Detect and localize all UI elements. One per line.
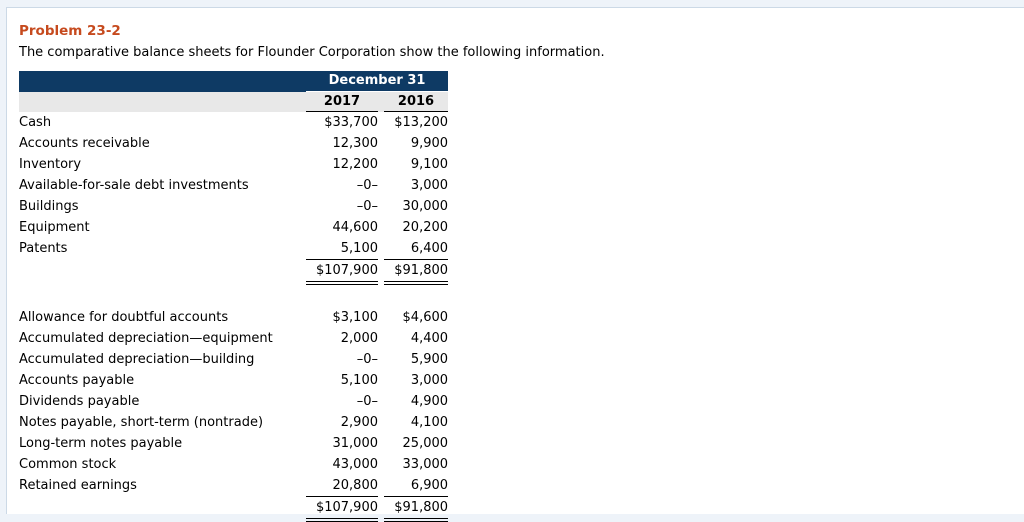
value-2017: 5,100 (306, 238, 378, 259)
total-spacer (19, 259, 306, 285)
section-total-row: $107,900 $91,800 (19, 496, 448, 522)
value-2016: 4,400 (384, 328, 448, 349)
table-row: Retained earnings 20,800 6,900 (19, 475, 448, 496)
value-2017: –0– (306, 391, 378, 412)
header-spacer-cell (19, 71, 306, 92)
value-2017: 2,900 (306, 412, 378, 433)
value-2016: 4,100 (384, 412, 448, 433)
column-header-2016: 2016 (384, 92, 448, 112)
total-spacer (19, 496, 306, 522)
value-2016: 3,000 (384, 370, 448, 391)
table-row: Common stock 43,000 33,000 (19, 454, 448, 475)
problem-description: The comparative balance sheets for Floun… (19, 45, 1024, 61)
value-2016: 33,000 (384, 454, 448, 475)
row-label: Cash (19, 112, 306, 133)
value-2016: 3,000 (384, 175, 448, 196)
value-2016: 20,200 (384, 217, 448, 238)
row-label: Retained earnings (19, 475, 306, 496)
value-2017: 31,000 (306, 433, 378, 454)
value-2016: 9,100 (384, 154, 448, 175)
value-2016: 30,000 (384, 196, 448, 217)
table-row: Accounts receivable 12,300 9,900 (19, 133, 448, 154)
section-gap (19, 285, 448, 307)
value-2016: $4,600 (384, 307, 448, 328)
table-row: Accumulated depreciation—building –0– 5,… (19, 349, 448, 370)
column-header-spacer (19, 92, 306, 112)
table-header-december-31: December 31 (306, 71, 448, 92)
content-panel: Problem 23-2 The comparative balance she… (6, 7, 1024, 514)
value-2016: 6,400 (384, 238, 448, 259)
row-label: Available-for-sale debt investments (19, 175, 306, 196)
value-2016: 5,900 (384, 349, 448, 370)
value-2017: –0– (306, 349, 378, 370)
total-value-2016: $91,800 (384, 259, 448, 285)
row-label: Buildings (19, 196, 306, 217)
row-label: Accounts payable (19, 370, 306, 391)
total-value-2017: $107,900 (306, 259, 378, 285)
row-label: Inventory (19, 154, 306, 175)
value-2017: 2,000 (306, 328, 378, 349)
total-value-2017: $107,900 (306, 496, 378, 522)
value-2017: $33,700 (306, 112, 378, 133)
row-label: Equipment (19, 217, 306, 238)
value-2017: 44,600 (306, 217, 378, 238)
column-header-2017: 2017 (306, 92, 378, 112)
table-row: Long-term notes payable 31,000 25,000 (19, 433, 448, 454)
table-row: Available-for-sale debt investments –0– … (19, 175, 448, 196)
value-2016: 9,900 (384, 133, 448, 154)
value-2017: $3,100 (306, 307, 378, 328)
table-row: Allowance for doubtful accounts $3,100 $… (19, 307, 448, 328)
row-label: Accumulated depreciation—building (19, 349, 306, 370)
table-row: Buildings –0– 30,000 (19, 196, 448, 217)
balance-sheet-table: December 31 2017 2016 Cash $33,700 $13,2… (19, 71, 448, 522)
table-row: Accumulated depreciation—equipment 2,000… (19, 328, 448, 349)
problem-title: Problem 23-2 (19, 22, 1024, 40)
column-header-row: 2017 2016 (19, 92, 448, 112)
table-row: Notes payable, short-term (nontrade) 2,9… (19, 412, 448, 433)
row-label: Accumulated depreciation—equipment (19, 328, 306, 349)
row-label: Common stock (19, 454, 306, 475)
table-row: Dividends payable –0– 4,900 (19, 391, 448, 412)
value-2016: $13,200 (384, 112, 448, 133)
table-row: Accounts payable 5,100 3,000 (19, 370, 448, 391)
value-2016: 25,000 (384, 433, 448, 454)
total-value-2016: $91,800 (384, 496, 448, 522)
table-row: Patents 5,100 6,400 (19, 238, 448, 259)
row-label: Notes payable, short-term (nontrade) (19, 412, 306, 433)
table-row: Cash $33,700 $13,200 (19, 112, 448, 133)
value-2017: 5,100 (306, 370, 378, 391)
value-2016: 4,900 (384, 391, 448, 412)
value-2017: –0– (306, 175, 378, 196)
value-2017: 12,200 (306, 154, 378, 175)
table-header-row: December 31 (19, 71, 448, 92)
value-2017: 20,800 (306, 475, 378, 496)
table-row: Equipment 44,600 20,200 (19, 217, 448, 238)
value-2017: 12,300 (306, 133, 378, 154)
value-2017: 43,000 (306, 454, 378, 475)
table-row: Inventory 12,200 9,100 (19, 154, 448, 175)
row-label: Patents (19, 238, 306, 259)
section-total-row: $107,900 $91,800 (19, 259, 448, 285)
value-2016: 6,900 (384, 475, 448, 496)
row-label: Accounts receivable (19, 133, 306, 154)
row-label: Dividends payable (19, 391, 306, 412)
value-2017: –0– (306, 196, 378, 217)
row-label: Long-term notes payable (19, 433, 306, 454)
row-label: Allowance for doubtful accounts (19, 307, 306, 328)
